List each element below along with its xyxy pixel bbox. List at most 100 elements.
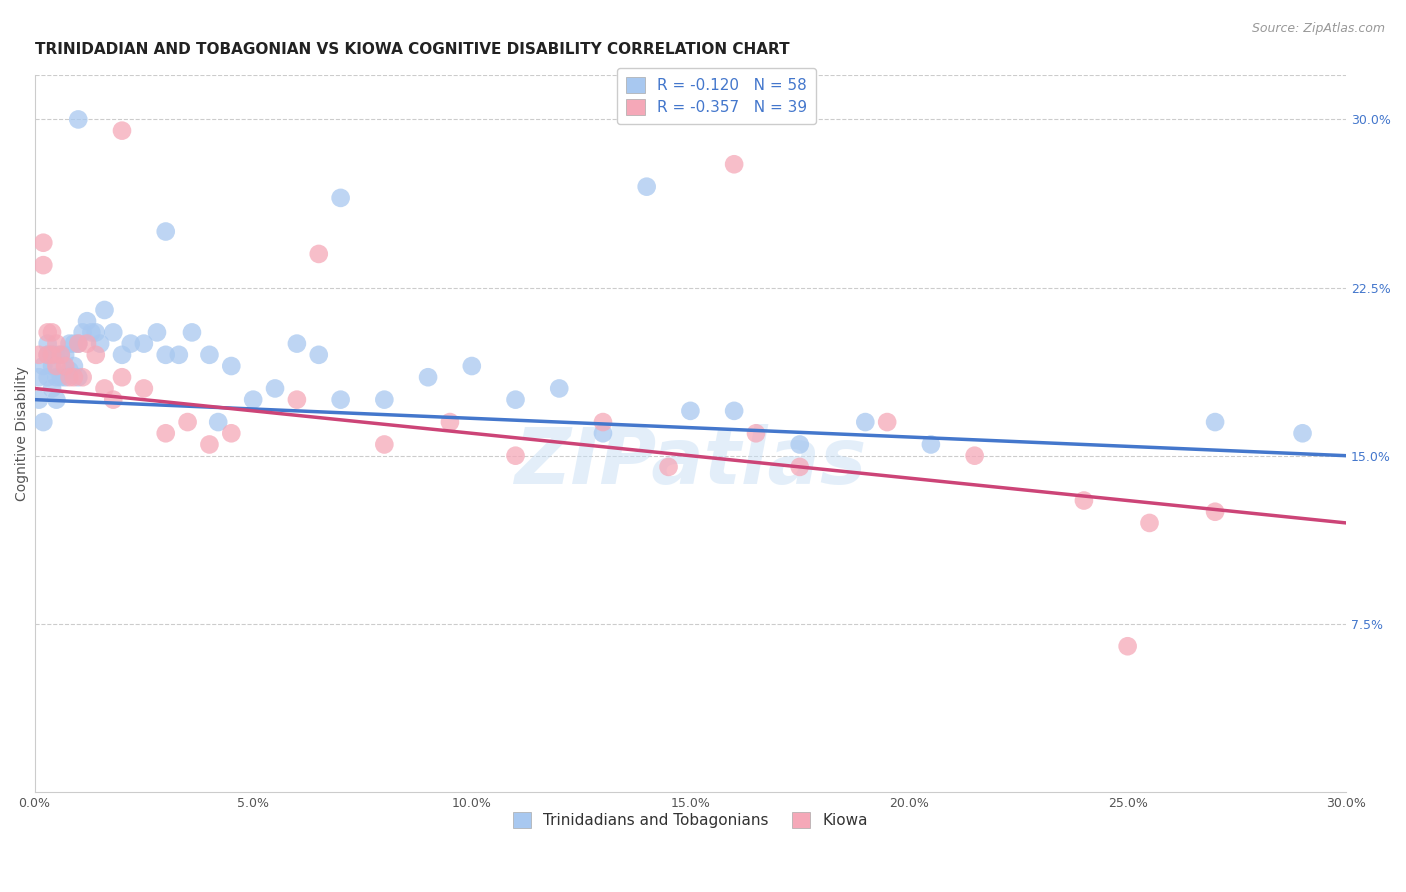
Point [32, 235, 55, 250]
Point [41, 359, 63, 373]
Legend: Trinidadians and Tobagonians, Kiowa: Trinidadians and Tobagonians, Kiowa [506, 806, 875, 835]
Point [657, 459, 679, 474]
Point [111, 370, 134, 384]
Point [155, 426, 177, 441]
Point [37, 348, 59, 362]
Y-axis label: Cognitive Disability: Cognitive Disability [15, 366, 30, 500]
Point [308, 247, 330, 261]
Point [80, 326, 103, 340]
Point [416, 370, 439, 384]
Point [1291, 426, 1313, 441]
Point [67, 336, 90, 351]
Point [723, 404, 745, 418]
Point [461, 359, 484, 373]
Point [37, 348, 59, 362]
Point [264, 381, 287, 395]
Point [28, 392, 51, 407]
Point [49, 370, 72, 384]
Point [93, 381, 115, 395]
Point [32, 258, 55, 272]
Point [439, 415, 461, 429]
Point [67, 370, 90, 384]
Point [63, 336, 86, 351]
Point [72, 370, 94, 384]
Point [84, 326, 107, 340]
Point [58, 363, 80, 377]
Point [67, 336, 90, 351]
Point [45, 392, 67, 407]
Point [28, 370, 51, 384]
Point [221, 359, 243, 373]
Point [28, 348, 51, 362]
Point [111, 348, 134, 362]
Point [505, 449, 527, 463]
Point [876, 415, 898, 429]
Point [592, 415, 614, 429]
Point [37, 326, 59, 340]
Point [41, 348, 63, 362]
Point [329, 191, 352, 205]
Point [32, 415, 55, 429]
Point [84, 348, 107, 362]
Point [1204, 505, 1226, 519]
Point [72, 326, 94, 340]
Point [373, 437, 395, 451]
Point [132, 381, 155, 395]
Point [176, 415, 198, 429]
Point [181, 326, 204, 340]
Point [120, 336, 142, 351]
Point [58, 370, 80, 384]
Point [505, 392, 527, 407]
Point [155, 348, 177, 362]
Point [37, 370, 59, 384]
Point [920, 437, 942, 451]
Point [636, 179, 658, 194]
Point [32, 359, 55, 373]
Point [103, 392, 125, 407]
Point [103, 326, 125, 340]
Point [723, 157, 745, 171]
Point [63, 359, 86, 373]
Point [58, 336, 80, 351]
Point [1116, 639, 1139, 653]
Point [221, 426, 243, 441]
Point [67, 112, 90, 127]
Point [155, 225, 177, 239]
Point [111, 123, 134, 137]
Text: Source: ZipAtlas.com: Source: ZipAtlas.com [1251, 22, 1385, 36]
Point [63, 370, 86, 384]
Point [45, 359, 67, 373]
Point [308, 348, 330, 362]
Point [41, 348, 63, 362]
Point [132, 336, 155, 351]
Point [242, 392, 264, 407]
Point [45, 336, 67, 351]
Point [76, 336, 98, 351]
Point [789, 459, 811, 474]
Point [548, 381, 571, 395]
Text: TRINIDADIAN AND TOBAGONIAN VS KIOWA COGNITIVE DISABILITY CORRELATION CHART: TRINIDADIAN AND TOBAGONIAN VS KIOWA COGN… [35, 42, 789, 57]
Point [41, 326, 63, 340]
Point [76, 314, 98, 328]
Point [89, 336, 111, 351]
Point [49, 348, 72, 362]
Point [93, 303, 115, 318]
Point [45, 370, 67, 384]
Text: ZIPatlas: ZIPatlas [515, 424, 866, 500]
Point [1204, 415, 1226, 429]
Point [853, 415, 876, 429]
Point [592, 426, 614, 441]
Point [329, 392, 352, 407]
Point [285, 336, 308, 351]
Point [1139, 516, 1161, 530]
Point [53, 359, 76, 373]
Point [207, 415, 229, 429]
Point [146, 326, 169, 340]
Point [41, 381, 63, 395]
Point [679, 404, 702, 418]
Point [53, 348, 76, 362]
Point [37, 336, 59, 351]
Point [167, 348, 190, 362]
Point [49, 348, 72, 362]
Point [963, 449, 986, 463]
